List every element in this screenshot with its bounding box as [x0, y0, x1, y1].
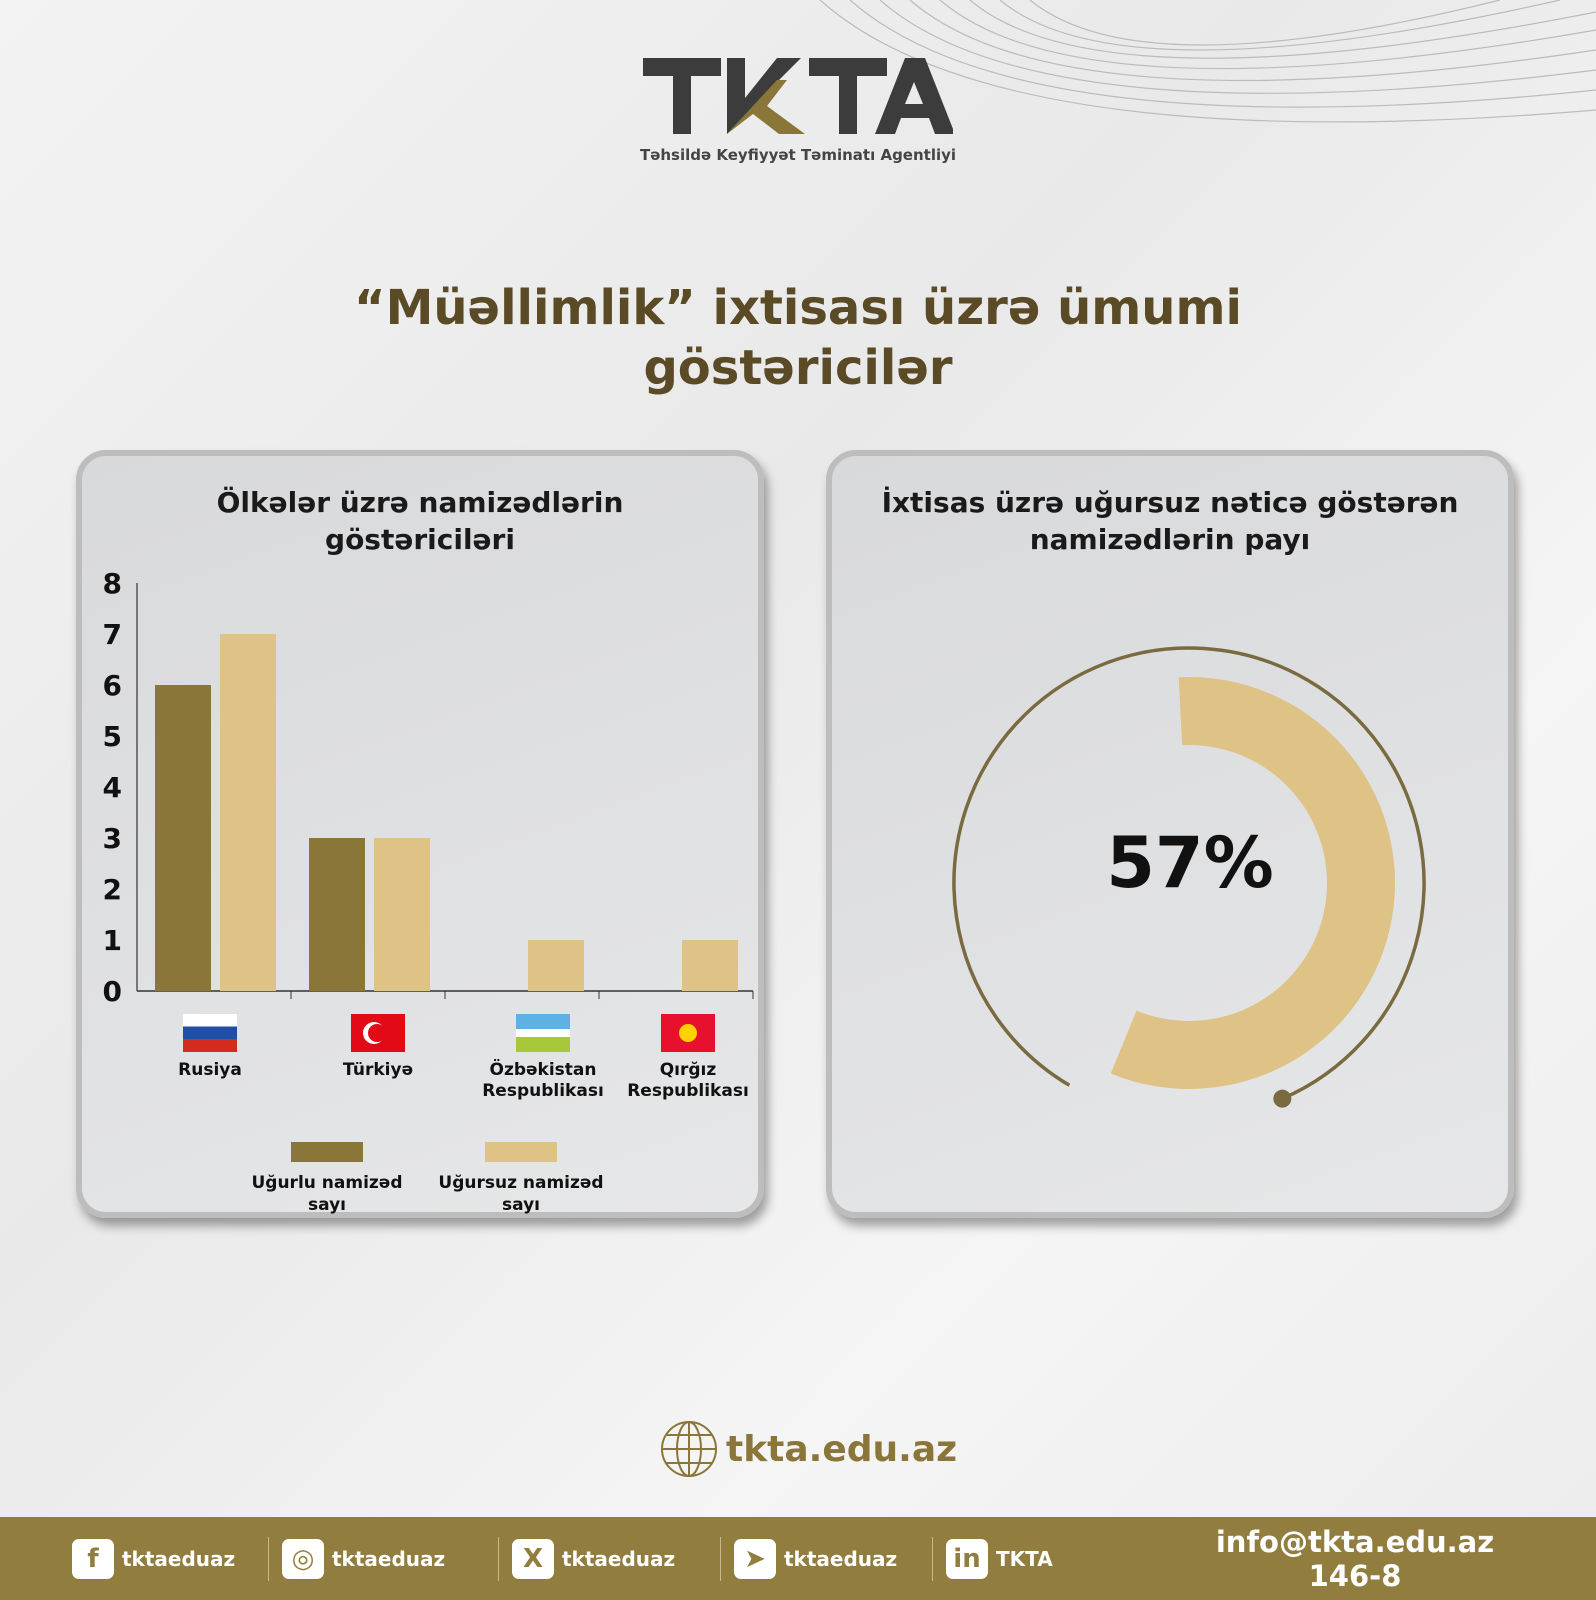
social-link-facebook[interactable]: f tktaeduaz	[72, 1539, 235, 1579]
bar-fail	[682, 940, 738, 991]
telegram-icon: ➤	[734, 1539, 776, 1579]
title-line: göstəricilər	[643, 340, 953, 396]
y-tick-label: 3	[103, 822, 122, 855]
donut-chart-card: İxtisas üzrə uğursuz nəticə göstərən nam…	[826, 450, 1514, 1218]
donut-chart	[952, 646, 1426, 1108]
linkedin-icon: in	[946, 1539, 988, 1579]
y-tick-label: 7	[103, 618, 122, 651]
phone[interactable]: 146-8	[1308, 1559, 1402, 1593]
category-label: Qırğız Respublikası	[627, 1060, 749, 1101]
social-link-instagram[interactable]: ◎ tktaeduaz	[282, 1539, 445, 1579]
social-handle: tktaeduaz	[332, 1547, 446, 1571]
instagram-icon: ◎	[282, 1539, 324, 1579]
social-handle: tktaeduaz	[122, 1547, 236, 1571]
social-handle: tktaeduaz	[784, 1547, 898, 1571]
website-link[interactable]: tkta.edu.az	[660, 1418, 957, 1480]
title-line: “Müəllimlik” ixtisası üzrə ümumi	[354, 280, 1242, 336]
russia-flag-icon	[183, 1014, 237, 1052]
background-waves	[819, 0, 1596, 123]
social-handle: TKTA	[996, 1547, 1053, 1571]
title-line: İxtisas üzrə uğursuz nəticə göstərən	[881, 486, 1459, 519]
y-tick-label: 1	[103, 924, 122, 957]
category-label: Türkiyə	[342, 1060, 414, 1080]
page-title: “Müəllimlik” ixtisası üzrə ümumi göstəri…	[200, 278, 1396, 398]
y-tick-label: 0	[103, 975, 122, 1008]
bar-fail	[374, 838, 430, 991]
legend-label-success: Uğurlu namizəd sayı	[251, 1173, 403, 1215]
bar-chart: 0 1 2 3 4 5 6 7 8	[103, 567, 754, 1008]
bar-fail	[220, 634, 276, 991]
turkey-flag-icon	[351, 1014, 405, 1052]
y-tick-label: 2	[103, 873, 122, 906]
kyrgyzstan-flag-icon	[661, 1014, 715, 1052]
social-link-telegram[interactable]: ➤ tktaeduaz	[734, 1539, 897, 1579]
email[interactable]: info@tkta.edu.az	[1215, 1525, 1495, 1559]
bar-success	[155, 685, 211, 991]
legend-swatch-fail	[485, 1142, 557, 1162]
social-link-linkedin[interactable]: in TKTA	[946, 1539, 1053, 1579]
y-tick-label: 8	[103, 567, 122, 600]
outer-ring-arc	[952, 646, 1426, 1101]
tkta-logo	[643, 58, 953, 134]
donut-chart-title: İxtisas üzrə uğursuz nəticə göstərən nam…	[832, 484, 1508, 558]
legend-swatch-success	[291, 1142, 363, 1162]
social-handle: tktaeduaz	[562, 1547, 676, 1571]
title-line: göstəriciləri	[325, 523, 515, 556]
x-icon: X	[512, 1539, 554, 1579]
bar-fail	[528, 940, 584, 991]
divider	[720, 1537, 721, 1581]
contact-info: info@tkta.edu.az 146-8	[1190, 1525, 1520, 1593]
bar-chart-card: Ölkələr üzrə namizədlərin göstəriciləri …	[76, 450, 764, 1218]
logo-subtitle: Təhsildə Keyfiyyət Təminatı Agentliyi	[639, 146, 957, 164]
website-text: tkta.edu.az	[726, 1428, 958, 1470]
category-label: Rusiya	[178, 1060, 242, 1080]
divider	[932, 1537, 933, 1581]
y-tick-label: 4	[103, 771, 122, 804]
ring-end-dot	[1273, 1089, 1292, 1108]
bar-chart-title: Ölkələr üzrə namizədlərin göstəriciləri	[82, 484, 758, 558]
legend-label-fail: Uğursuz namizəd sayı	[438, 1173, 604, 1215]
title-line: Ölkələr üzrə namizədlərin	[216, 486, 624, 519]
y-tick-label: 6	[103, 669, 122, 702]
divider	[268, 1537, 269, 1581]
category-label: Özbəkistan Respublikası	[482, 1060, 604, 1101]
y-tick-label: 5	[103, 720, 122, 753]
title-line: namizədlərin payı	[1029, 523, 1311, 556]
facebook-icon: f	[72, 1539, 114, 1579]
divider	[498, 1537, 499, 1581]
donut-slice	[1110, 677, 1395, 1089]
donut-value-label: 57%	[1106, 822, 1274, 904]
globe-icon	[661, 1421, 717, 1477]
bar-success	[309, 838, 365, 991]
uzbekistan-flag-icon	[516, 1014, 570, 1052]
